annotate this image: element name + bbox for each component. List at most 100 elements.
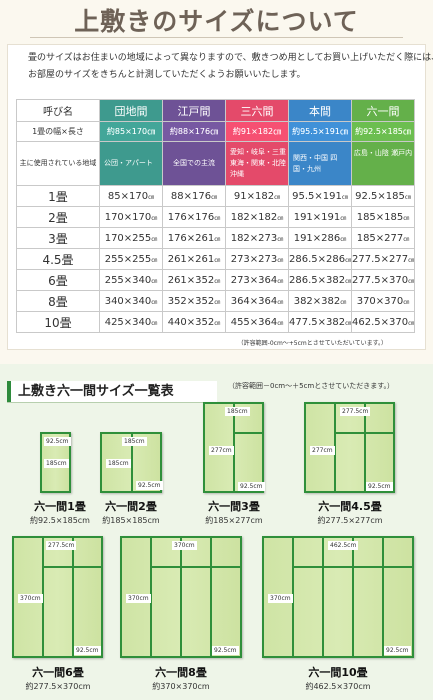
- tolerance-note: （許容範囲-0cm〜+5cmとさせていただいています。）: [237, 340, 387, 347]
- size-unit: ㎝: [214, 319, 221, 327]
- size-unit: ㎝: [277, 319, 284, 327]
- width-label: 1畳の幅×長さ: [16, 121, 100, 142]
- size-cell: 273×364㎝: [225, 269, 289, 291]
- size-value: 273×273: [230, 253, 278, 265]
- size-value: 185×277: [356, 232, 404, 244]
- size-value: 85×170: [107, 190, 149, 202]
- mat-seam: [364, 404, 366, 491]
- size-guide-section: 上敷きのサイズについて 畳のサイズはお住まいの地域によって異なりますので、敷きつ…: [7, 7, 433, 350]
- mat-seam: [150, 566, 240, 568]
- size-value: 191×286: [293, 232, 341, 244]
- dimension-label: 92.5cm: [74, 646, 101, 655]
- size-unit: ㎝: [151, 214, 158, 222]
- size-value: 352×352: [167, 295, 215, 307]
- dimension-label: 277.5cm: [46, 541, 77, 550]
- intro-text: 畳のサイズはお住まいの地域によって異なりますので、敷きつめ用としてお買い上げいた…: [28, 50, 433, 84]
- size-unit: ㎝: [277, 214, 284, 222]
- size-value: 91×182: [233, 190, 275, 202]
- size-unit: ㎝: [403, 214, 410, 222]
- size-cell: 273×273㎝: [225, 248, 289, 270]
- size-value: 277.5×370: [352, 274, 409, 286]
- size-value: 255×255: [104, 253, 152, 265]
- column-header-rokuichima: 六一間: [351, 99, 415, 122]
- dimension-label: 277cm: [310, 446, 335, 455]
- size-value: 176×176: [167, 211, 215, 223]
- size-value: 477.5×382: [289, 316, 346, 328]
- size-value: 277.5×277: [352, 253, 409, 265]
- mat-caption-10jo: 六一間10畳 約462.5×370cm: [288, 664, 388, 692]
- size-value: 261×261: [167, 253, 215, 265]
- dimension-label: 370cm: [126, 594, 151, 603]
- dimension-label: 277cm: [209, 446, 234, 455]
- size-value: 286.5×382: [289, 274, 346, 286]
- dimension-label: 185cm: [225, 407, 250, 416]
- mat-diagram-1jo: 92.5cm 185cm: [40, 432, 71, 493]
- mat-diagram-6jo: 277.5cm 370cm 92.5cm: [12, 536, 103, 658]
- table-row: 8畳 340×340㎝ 352×352㎝ 364×364㎝ 382×382㎝ 370×37…: [16, 290, 415, 312]
- intro-line: 畳のサイズはお住まいの地域によって異なりますので、敷きつめ用としてお買い上げいた…: [28, 53, 433, 63]
- size-unit: ㎝: [211, 193, 218, 201]
- section-title: 上敷き六一間サイズ一覧表: [7, 381, 217, 402]
- size-unit: ㎝: [341, 193, 348, 201]
- size-unit: ㎝: [151, 235, 158, 243]
- size-value: 273×364: [230, 274, 278, 286]
- area-cell: 全国での主流: [162, 141, 226, 186]
- dimension-label: 370cm: [268, 594, 293, 603]
- size-value: 88×176: [170, 190, 212, 202]
- size-unit: ㎝: [340, 214, 347, 222]
- dimension-label: 92.5cm: [384, 646, 411, 655]
- row-label: 3畳: [16, 227, 100, 249]
- mat-caption-1jo: 六一間1畳 約92.5×185cm: [20, 498, 100, 526]
- size-unit: ㎝: [214, 214, 221, 222]
- size-unit: ㎝: [408, 256, 415, 264]
- size-cell: 352×352㎝: [162, 290, 226, 312]
- mat-size: 約462.5×370cm: [305, 682, 371, 691]
- size-cell: 170×170㎝: [99, 206, 163, 228]
- size-unit: ㎝: [151, 256, 158, 264]
- size-cell: 440×352㎝: [162, 311, 226, 333]
- mat-name: 六一間10畳: [308, 666, 368, 679]
- size-table: 呼び名 団地間 江戸間 三六間 本間 六一間 1畳の幅×長さ 約85×170㎝ …: [16, 99, 415, 333]
- size-value: 455×364: [230, 316, 278, 328]
- dimension-label: 92.5cm: [366, 482, 393, 491]
- size-unit: ㎝: [277, 277, 284, 285]
- table-row: 2畳 170×170㎝ 176×176㎝ 182×182㎝ 191×191㎝ 185×18…: [16, 206, 415, 228]
- size-cell: 88×176㎝: [162, 185, 226, 207]
- size-cell: 185×277㎝: [351, 227, 415, 249]
- size-cell: 364×364㎝: [225, 290, 289, 312]
- mat-size: 約185×185cm: [102, 516, 160, 525]
- mat-seam: [42, 538, 44, 656]
- size-value: 182×273: [230, 232, 278, 244]
- size-cell: 425×340㎝: [99, 311, 163, 333]
- size-unit: ㎝: [340, 235, 347, 243]
- size-value: 191×191: [293, 211, 341, 223]
- mat-seam: [72, 538, 74, 656]
- column-header-edoma: 江戸間: [162, 99, 226, 122]
- title-divider: [30, 37, 403, 38]
- size-value: 182×182: [230, 211, 278, 223]
- area-label: 主に使用されている地域: [16, 141, 100, 186]
- dimension-label: 92.5cm: [212, 646, 239, 655]
- header-label: 呼び名: [16, 99, 100, 122]
- row-label: 4.5畳: [16, 248, 100, 270]
- width-cell: 約95.5×191㎝: [288, 121, 352, 142]
- size-value: 440×352: [167, 316, 215, 328]
- size-cell: 277.5×277㎝: [351, 248, 415, 270]
- size-cell: 91×182㎝: [225, 185, 289, 207]
- mat-seam: [233, 404, 235, 491]
- mat-name: 六一間6畳: [32, 666, 84, 679]
- size-value: 170×255: [104, 232, 152, 244]
- mat-name: 六一間8畳: [155, 666, 207, 679]
- size-cell: 370×370㎝: [351, 290, 415, 312]
- column-header-sanrokuma: 三六間: [225, 99, 289, 122]
- size-cell: 85×170㎝: [99, 185, 163, 207]
- size-unit: ㎝: [345, 256, 352, 264]
- mat-seam: [382, 538, 384, 656]
- mat-seam: [233, 432, 262, 434]
- column-header-danchima: 団地間: [99, 99, 163, 122]
- size-cell: 170×255㎝: [99, 227, 163, 249]
- row-label: 8畳: [16, 290, 100, 312]
- mat-seam: [292, 566, 412, 568]
- size-unit: ㎝: [408, 277, 415, 285]
- table-area-row: 主に使用されている地域 公団・アパート 全国での主流 愛知・岐阜・三重 東海・関…: [16, 141, 415, 186]
